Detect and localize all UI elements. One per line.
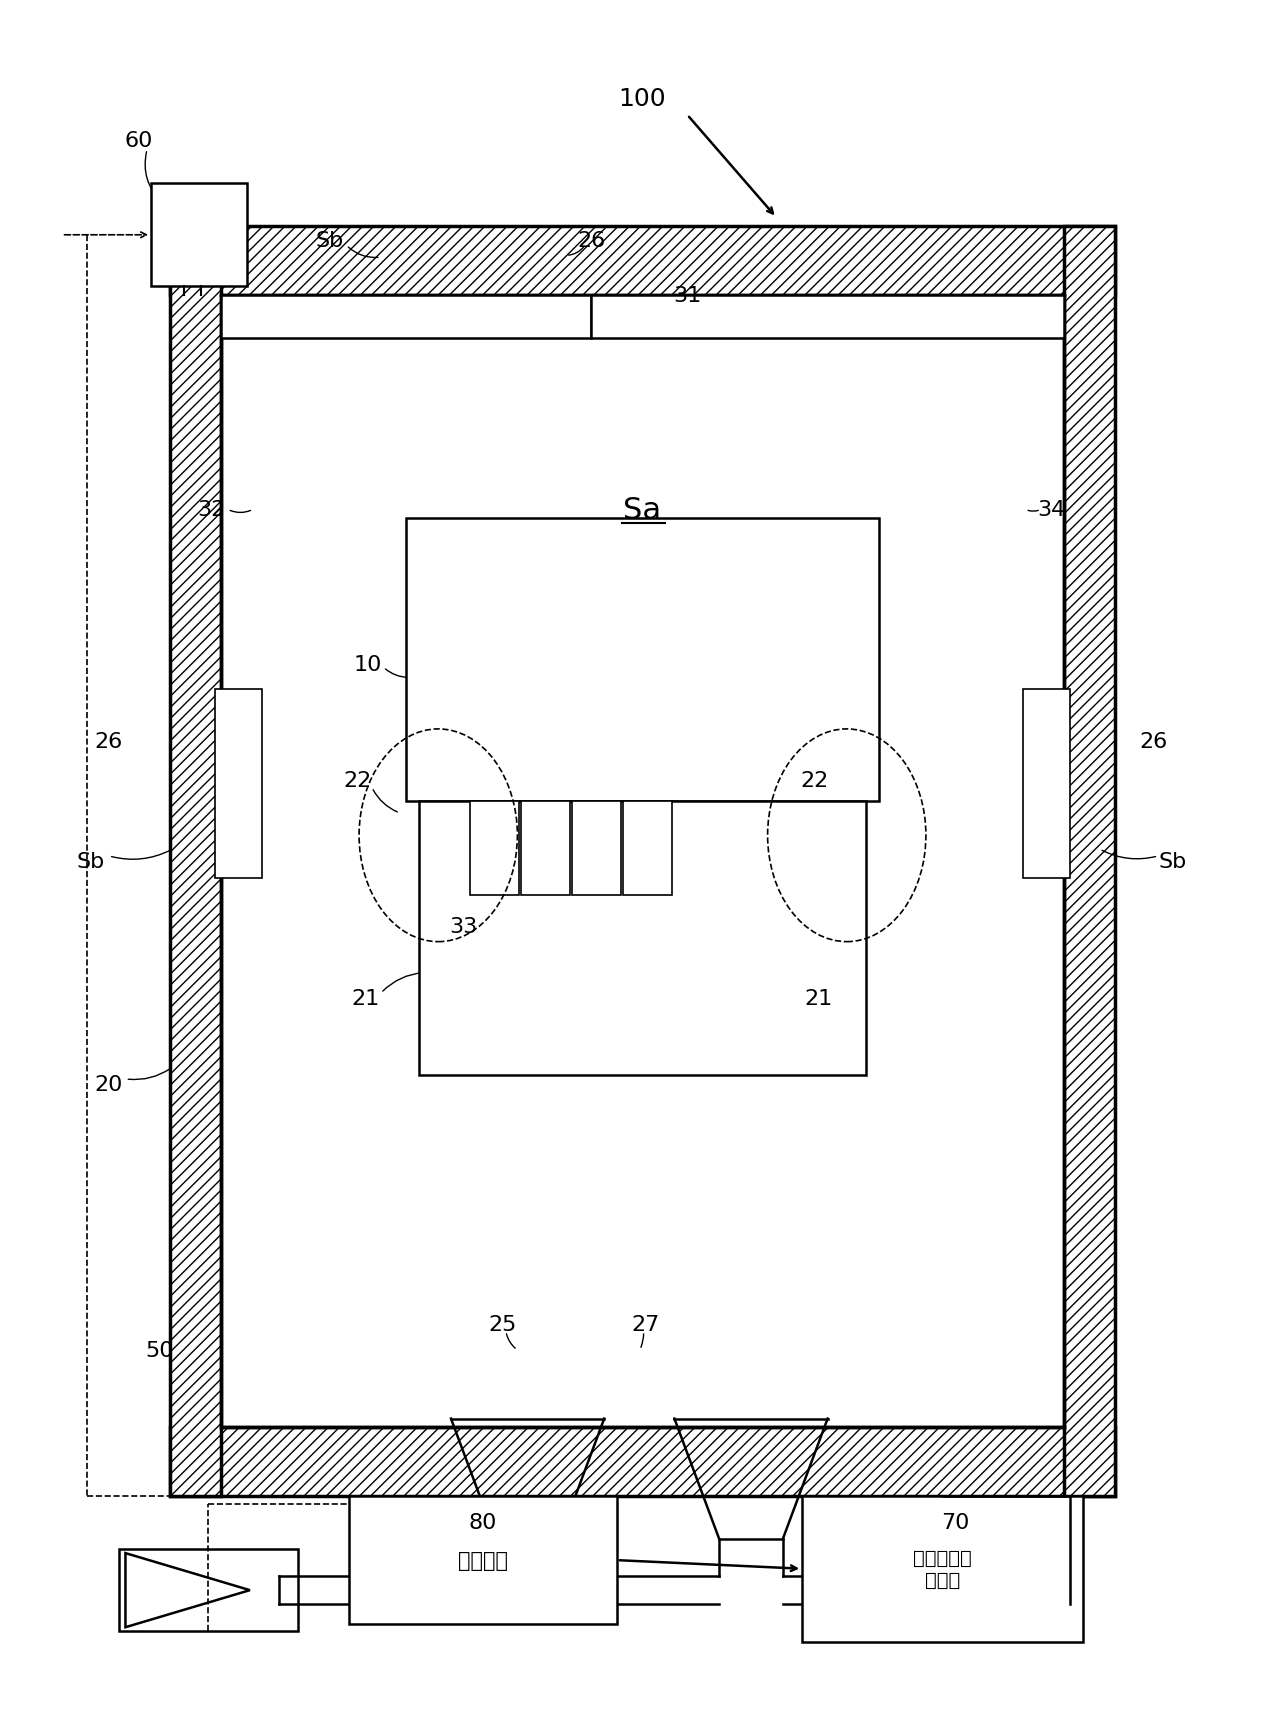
Text: 80: 80 [469, 1511, 497, 1532]
Bar [120, 1549, 298, 1632]
Bar [170, 227, 221, 1496]
Text: 34: 34 [1037, 500, 1065, 520]
Text: Sb: Sb [316, 231, 344, 252]
Bar [419, 801, 866, 1075]
Text: 22: 22 [343, 770, 371, 791]
Bar [1023, 689, 1070, 879]
Bar [591, 296, 1064, 338]
Text: 100: 100 [618, 86, 667, 110]
Bar [170, 227, 1115, 296]
Text: 33: 33 [450, 917, 478, 937]
Bar [572, 801, 621, 896]
Text: Sb: Sb [77, 851, 105, 872]
Text: 26: 26 [95, 732, 123, 751]
Bar [150, 184, 247, 288]
Text: 50: 50 [145, 1340, 175, 1359]
Bar [623, 801, 672, 896]
Bar [221, 296, 591, 338]
Text: 21: 21 [804, 989, 833, 1008]
Bar [802, 1496, 1083, 1642]
Text: 干燥气体供
给装置: 干燥气体供 给装置 [914, 1549, 971, 1589]
Bar [215, 689, 262, 879]
Text: 32: 32 [197, 500, 225, 520]
Text: 70: 70 [941, 1511, 969, 1532]
Text: 20: 20 [95, 1075, 123, 1094]
Text: 60: 60 [125, 131, 153, 152]
Text: 控制装置: 控制装置 [457, 1551, 508, 1570]
Text: 25: 25 [488, 1315, 517, 1334]
Bar [522, 801, 569, 896]
Bar [170, 1427, 1115, 1496]
Text: 31: 31 [673, 286, 702, 305]
Bar [348, 1496, 617, 1625]
Bar [406, 519, 879, 801]
Bar [1064, 227, 1115, 1496]
Text: 22: 22 [801, 770, 829, 791]
Text: 26: 26 [1139, 732, 1167, 751]
Text: 10: 10 [353, 655, 382, 674]
Text: 26: 26 [577, 231, 605, 252]
Bar [470, 801, 519, 896]
Text: Sb: Sb [1158, 851, 1186, 872]
Text: Sa: Sa [623, 496, 662, 524]
Text: 21: 21 [351, 989, 379, 1008]
Text: 27: 27 [631, 1315, 659, 1334]
